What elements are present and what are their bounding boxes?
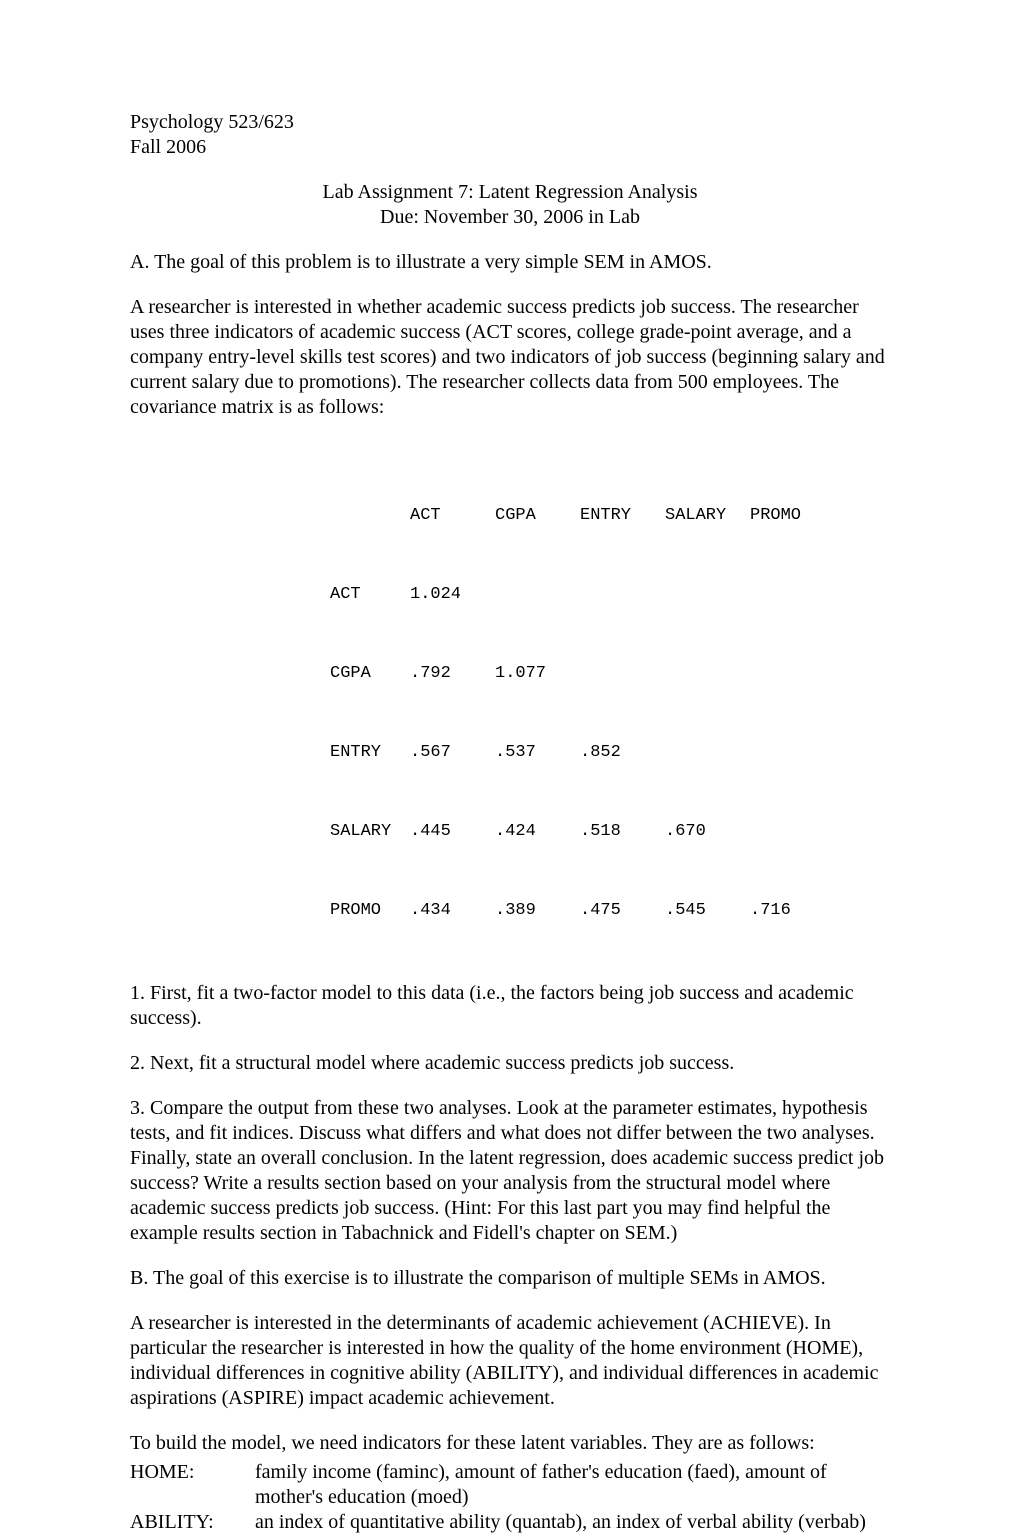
course-term: Fall 2006 [130, 135, 890, 160]
cov-header-row: ACT CGPA ENTRY SALARY PROMO [330, 503, 890, 529]
indicator-home-label: HOME: [130, 1460, 255, 1510]
cov-header-promo: PROMO [750, 503, 835, 529]
cov-row-cgpa: CGPA .792 1.077 [330, 661, 890, 687]
title-line-1: Lab Assignment 7: Latent Regression Anal… [130, 180, 890, 205]
indicator-ability-label: ABILITY: [130, 1510, 255, 1535]
cov-header-act: ACT [410, 503, 495, 529]
indicator-home: HOME: family income (faminc), amount of … [130, 1460, 890, 1510]
indicator-ability-desc: an index of quantitative ability (quanta… [255, 1510, 890, 1535]
cov-row-entry: ENTRY .567 .537 .852 [330, 740, 890, 766]
section-b-body: A researcher is interested in the determ… [130, 1311, 890, 1411]
section-a-intro: A. The goal of this problem is to illust… [130, 250, 890, 275]
covariance-table: ACT CGPA ENTRY SALARY PROMO ACT 1.024 CG… [330, 450, 890, 951]
course-header: Psychology 523/623 Fall 2006 [130, 110, 890, 160]
indicator-ability: ABILITY: an index of quantitative abilit… [130, 1510, 890, 1535]
section-b-intro: B. The goal of this exercise is to illus… [130, 1266, 890, 1291]
question-2: 2. Next, fit a structural model where ac… [130, 1051, 890, 1076]
cov-header-salary: SALARY [665, 503, 750, 529]
indicator-home-desc: family income (faminc), amount of father… [255, 1460, 890, 1510]
cov-header-cgpa: CGPA [495, 503, 580, 529]
cov-header-entry: ENTRY [580, 503, 665, 529]
assignment-title: Lab Assignment 7: Latent Regression Anal… [130, 180, 890, 230]
question-1: 1. First, fit a two-factor model to this… [130, 981, 890, 1031]
section-a-body: A researcher is interested in whether ac… [130, 295, 890, 420]
cov-header-blank [330, 503, 410, 529]
cov-row-salary: SALARY .445 .424 .518 .670 [330, 819, 890, 845]
title-line-2: Due: November 30, 2006 in Lab [130, 205, 890, 230]
cov-row-act: ACT 1.024 [330, 582, 890, 608]
question-3: 3. Compare the output from these two ana… [130, 1096, 890, 1246]
indicators-intro: To build the model, we need indicators f… [130, 1431, 890, 1456]
course-code: Psychology 523/623 [130, 110, 890, 135]
cov-row-promo: PROMO .434 .389 .475 .545 .716 [330, 898, 890, 924]
